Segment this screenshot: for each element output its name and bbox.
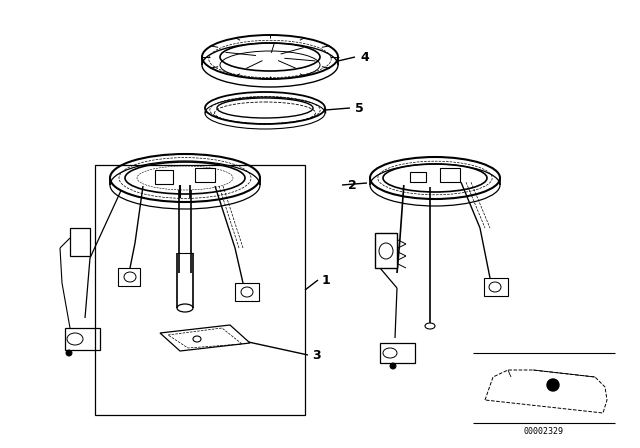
Text: 5: 5	[355, 102, 364, 115]
Circle shape	[547, 379, 559, 391]
Bar	[375, 233, 397, 268]
Bar	[410, 172, 426, 182]
Bar	[440, 168, 460, 182]
Ellipse shape	[390, 363, 396, 369]
Ellipse shape	[489, 282, 501, 292]
Bar	[195, 168, 215, 182]
Ellipse shape	[383, 348, 397, 358]
Text: 1: 1	[322, 273, 331, 287]
Bar	[380, 343, 415, 363]
Text: 00002329: 00002329	[524, 426, 564, 435]
Ellipse shape	[379, 243, 393, 259]
Bar	[484, 278, 508, 296]
Bar	[70, 228, 90, 256]
Ellipse shape	[67, 333, 83, 345]
Bar	[235, 283, 259, 301]
Ellipse shape	[124, 272, 136, 282]
Ellipse shape	[425, 323, 435, 329]
Text: 4: 4	[360, 51, 369, 64]
Bar	[65, 328, 100, 350]
Ellipse shape	[241, 287, 253, 297]
Polygon shape	[160, 325, 250, 351]
Bar	[155, 170, 173, 184]
Bar	[118, 268, 140, 286]
Bar	[95, 165, 305, 415]
Text: 3: 3	[312, 349, 321, 362]
Text: 2: 2	[348, 178, 356, 191]
Ellipse shape	[66, 350, 72, 356]
